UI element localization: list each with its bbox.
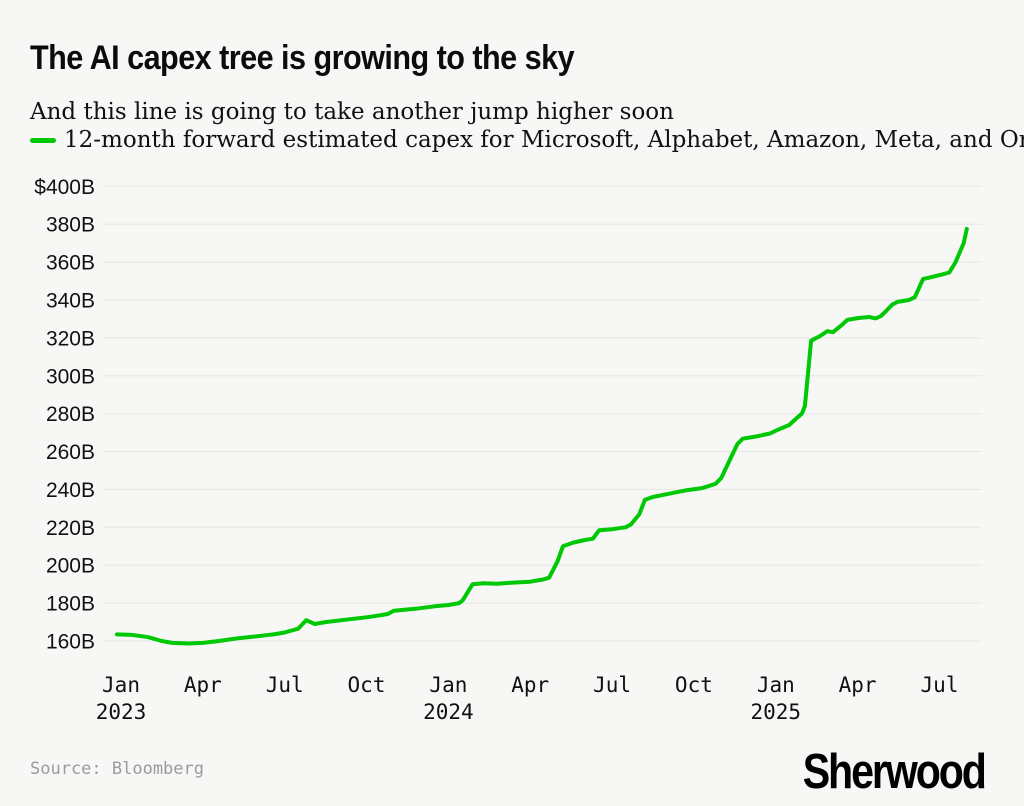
- page-title: The AI capex tree is growing to the sky: [30, 39, 635, 78]
- legend-line-swatch: [30, 137, 56, 143]
- x-tick-label: Jul: [593, 673, 631, 697]
- y-tick-label: 360B: [46, 252, 95, 275]
- x-tick-label: Apr: [184, 673, 222, 697]
- legend-label: 12-month forward estimated capex for Mic…: [64, 127, 1024, 153]
- y-tick-label: 280B: [46, 403, 95, 426]
- y-tick-label: $400B: [34, 176, 95, 199]
- x-tick-year-label: 2024: [423, 700, 474, 724]
- x-tick-label: Jan: [429, 673, 467, 697]
- y-tick-label: 380B: [46, 214, 95, 237]
- x-tick-label: Jul: [921, 673, 959, 697]
- y-tick-label: 200B: [46, 555, 95, 578]
- x-tick-label: Apr: [511, 673, 549, 697]
- y-tick-label: 340B: [46, 290, 95, 313]
- y-tick-label: 160B: [46, 631, 95, 654]
- x-tick-label: Jan: [102, 673, 140, 697]
- x-tick-year-label: 2025: [751, 700, 802, 724]
- x-tick-year-label: 2023: [96, 700, 147, 724]
- y-tick-label: 300B: [46, 365, 95, 388]
- subtitle: And this line is going to take another j…: [30, 99, 674, 125]
- x-tick-label: Oct: [348, 673, 386, 697]
- y-tick-label: 180B: [46, 593, 95, 616]
- source-note: Source: Bloomberg: [30, 759, 204, 779]
- page-title-text: The AI capex tree is growing to the sky: [30, 38, 575, 77]
- y-tick-label: 260B: [46, 441, 95, 464]
- x-tick-label: Jul: [266, 673, 304, 697]
- y-tick-label: 220B: [46, 517, 95, 540]
- y-tick-label: 320B: [46, 327, 95, 350]
- x-tick-label: Oct: [675, 673, 713, 697]
- x-tick-label: Apr: [839, 673, 877, 697]
- capex-line: [115, 226, 969, 646]
- legend: 12-month forward estimated capex for Mic…: [30, 127, 1024, 153]
- y-tick-label: 240B: [46, 479, 95, 502]
- x-tick-label: Jan: [757, 673, 795, 697]
- sherwood-logo: Sherwood: [802, 745, 987, 799]
